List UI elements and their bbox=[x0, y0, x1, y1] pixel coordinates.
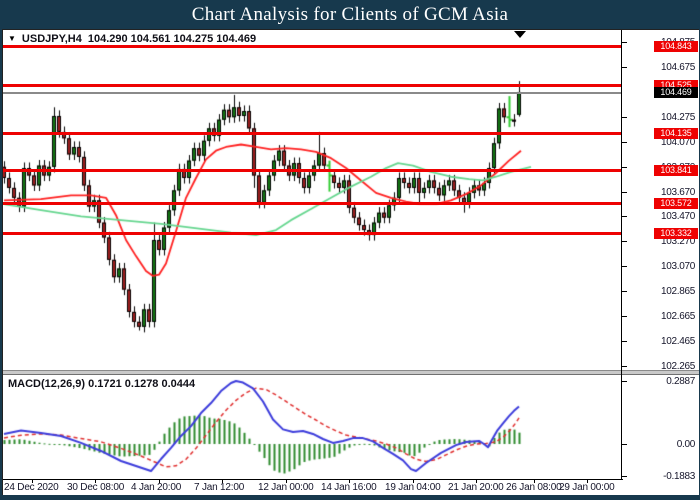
price-tick-label: 102.665 bbox=[660, 311, 695, 323]
time-tick-label: 26 Jan 08:00 bbox=[506, 482, 562, 493]
time-tick-label: 7 Jan 12:00 bbox=[194, 482, 245, 493]
macd-tick-mark bbox=[622, 381, 627, 382]
resistance-line[interactable] bbox=[3, 44, 621, 48]
time-tick-label: 14 Jan 16:00 bbox=[321, 482, 377, 493]
time-tick-mark bbox=[95, 479, 96, 483]
line-price-tag: 103.572 bbox=[654, 198, 698, 209]
time-tick-mark bbox=[349, 479, 350, 483]
price-tick-label: 103.270 bbox=[660, 236, 695, 248]
page-title: Chart Analysis for Clients of GCM Asia bbox=[191, 3, 509, 25]
time-tick-label: 24 Dec 2020 bbox=[4, 482, 59, 493]
price-tick-label: 102.465 bbox=[660, 336, 695, 348]
macd-tick-label: 0.00 bbox=[676, 439, 696, 450]
price-tick-mark bbox=[622, 316, 627, 318]
time-tick-label: 19 Jan 04:00 bbox=[385, 482, 441, 493]
price-tick-mark bbox=[622, 191, 627, 193]
line-price-tag: 104.843 bbox=[654, 41, 698, 52]
price-axis-border bbox=[621, 30, 622, 480]
price-tick-label: 102.265 bbox=[660, 360, 695, 372]
chart-window: ▼ USDJPY,H4 104.290 104.561 104.275 104.… bbox=[2, 29, 699, 495]
price-tick-mark bbox=[622, 266, 627, 268]
time-tick-mark bbox=[413, 479, 414, 483]
price-tick-mark bbox=[622, 216, 627, 218]
price-tick-label: 104.070 bbox=[660, 137, 695, 149]
price-tick-label: 103.670 bbox=[660, 186, 695, 198]
current-price-tag: 104.469 bbox=[654, 87, 698, 98]
resistance-line[interactable] bbox=[3, 202, 621, 206]
price-chart-canvas[interactable] bbox=[3, 30, 699, 495]
time-tick-label: 12 Jan 00:00 bbox=[258, 482, 314, 493]
current-price-line-bar bbox=[3, 91, 621, 94]
time-tick-label: 21 Jan 20:00 bbox=[448, 482, 504, 493]
resistance-line[interactable] bbox=[3, 132, 621, 136]
price-tick-mark bbox=[622, 42, 627, 44]
resistance-line[interactable] bbox=[3, 168, 621, 172]
time-axis-border bbox=[3, 479, 623, 480]
time-tick-mark bbox=[587, 479, 588, 483]
time-tick-mark bbox=[286, 479, 287, 483]
time-tick-mark bbox=[32, 479, 33, 483]
price-tick-mark bbox=[622, 365, 627, 367]
price-tick-label: 103.070 bbox=[660, 261, 695, 273]
ohlc-values: 104.290 104.561 104.275 104.469 bbox=[87, 33, 257, 45]
macd-tick-mark bbox=[622, 444, 627, 445]
price-tick-mark bbox=[622, 116, 627, 118]
price-tick-label: 102.865 bbox=[660, 286, 695, 298]
time-tick-label: 29 Jan 00:00 bbox=[559, 482, 615, 493]
price-tick-mark bbox=[622, 166, 627, 168]
line-price-tag: 103.841 bbox=[654, 165, 698, 176]
price-tick-mark bbox=[622, 341, 627, 343]
price-tick-label: 104.675 bbox=[660, 62, 695, 73]
time-tick-mark bbox=[534, 479, 535, 483]
time-tick-mark bbox=[222, 479, 223, 483]
time-tick-mark bbox=[159, 479, 160, 483]
price-tick-label: 104.275 bbox=[660, 111, 695, 123]
price-tick-label: 103.470 bbox=[660, 211, 695, 223]
macd-tick-mark bbox=[622, 476, 627, 477]
line-price-tag: 104.135 bbox=[654, 128, 698, 139]
line-price-tag: 104.525 bbox=[654, 80, 698, 91]
price-tick-mark bbox=[622, 241, 627, 243]
chevron-down-icon[interactable]: ▼ bbox=[8, 34, 16, 43]
time-tick-label: 4 Jan 20:00 bbox=[131, 482, 182, 493]
time-tick-label: 30 Dec 08:00 bbox=[67, 482, 125, 493]
macd-tick-label: -0.1883 bbox=[663, 471, 695, 482]
price-tick-mark bbox=[622, 291, 627, 293]
price-tick-mark bbox=[622, 142, 627, 144]
macd-header: MACD(12,26,9) 0.1721 0.1278 0.0444 bbox=[8, 378, 196, 390]
symbol-header: ▼ USDJPY,H4 104.290 104.561 104.275 104.… bbox=[8, 33, 256, 45]
symbol-label: USDJPY,H4 bbox=[21, 33, 82, 45]
resistance-line[interactable] bbox=[3, 232, 621, 236]
title-bar: Chart Analysis for Clients of GCM Asia bbox=[0, 0, 700, 29]
panel-splitter[interactable] bbox=[3, 370, 699, 375]
resistance-line[interactable] bbox=[3, 84, 621, 88]
line-price-tag: 103.332 bbox=[654, 228, 698, 239]
time-tick-mark bbox=[476, 479, 477, 483]
price-tick-mark bbox=[622, 67, 627, 68]
current-bar-arrow-icon[interactable] bbox=[514, 31, 526, 38]
macd-tick-label: 0.2887 bbox=[666, 376, 695, 387]
